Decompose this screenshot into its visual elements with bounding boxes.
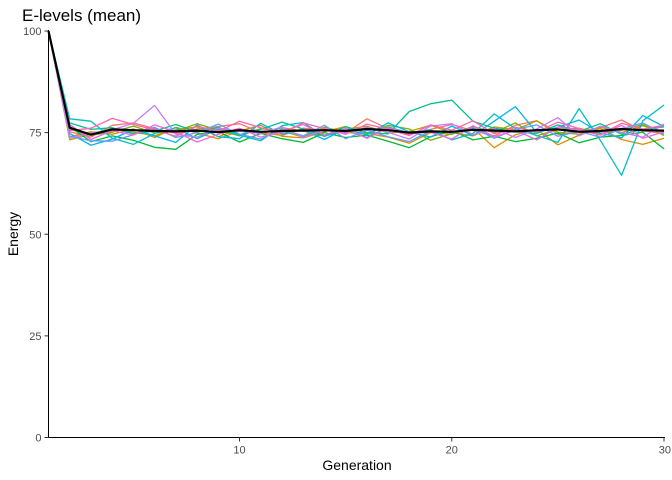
chart-title: E-levels (mean): [22, 6, 141, 25]
x-tick-label-30: 30: [659, 445, 671, 457]
series-line-5: [47, 30, 665, 150]
x-tick-label-10: 10: [233, 445, 245, 457]
series-line-4: [47, 30, 665, 141]
x-tick-label-20: 20: [446, 445, 458, 457]
y-tick-label-0: 0: [35, 433, 41, 445]
x-ticks: 10 20 30: [233, 437, 671, 457]
series-layer: [47, 30, 665, 176]
y-axis-label: Energy: [5, 212, 21, 256]
y-ticks: 0 25 50 75 100: [23, 26, 49, 445]
series-line-7: [47, 30, 665, 176]
y-tick-label-50: 50: [29, 229, 41, 241]
y-tick-label-25: 25: [29, 331, 41, 343]
mean-series-line: [47, 30, 665, 136]
y-tick-label-75: 75: [29, 128, 41, 140]
series-line-11: [47, 30, 665, 143]
series-line-8: [47, 30, 665, 146]
mean-layer: [47, 30, 665, 136]
x-axis-label: Generation: [322, 457, 391, 473]
y-tick-label-100: 100: [23, 26, 41, 38]
series-line-1: [47, 30, 665, 138]
series-line-3: [47, 30, 665, 141]
